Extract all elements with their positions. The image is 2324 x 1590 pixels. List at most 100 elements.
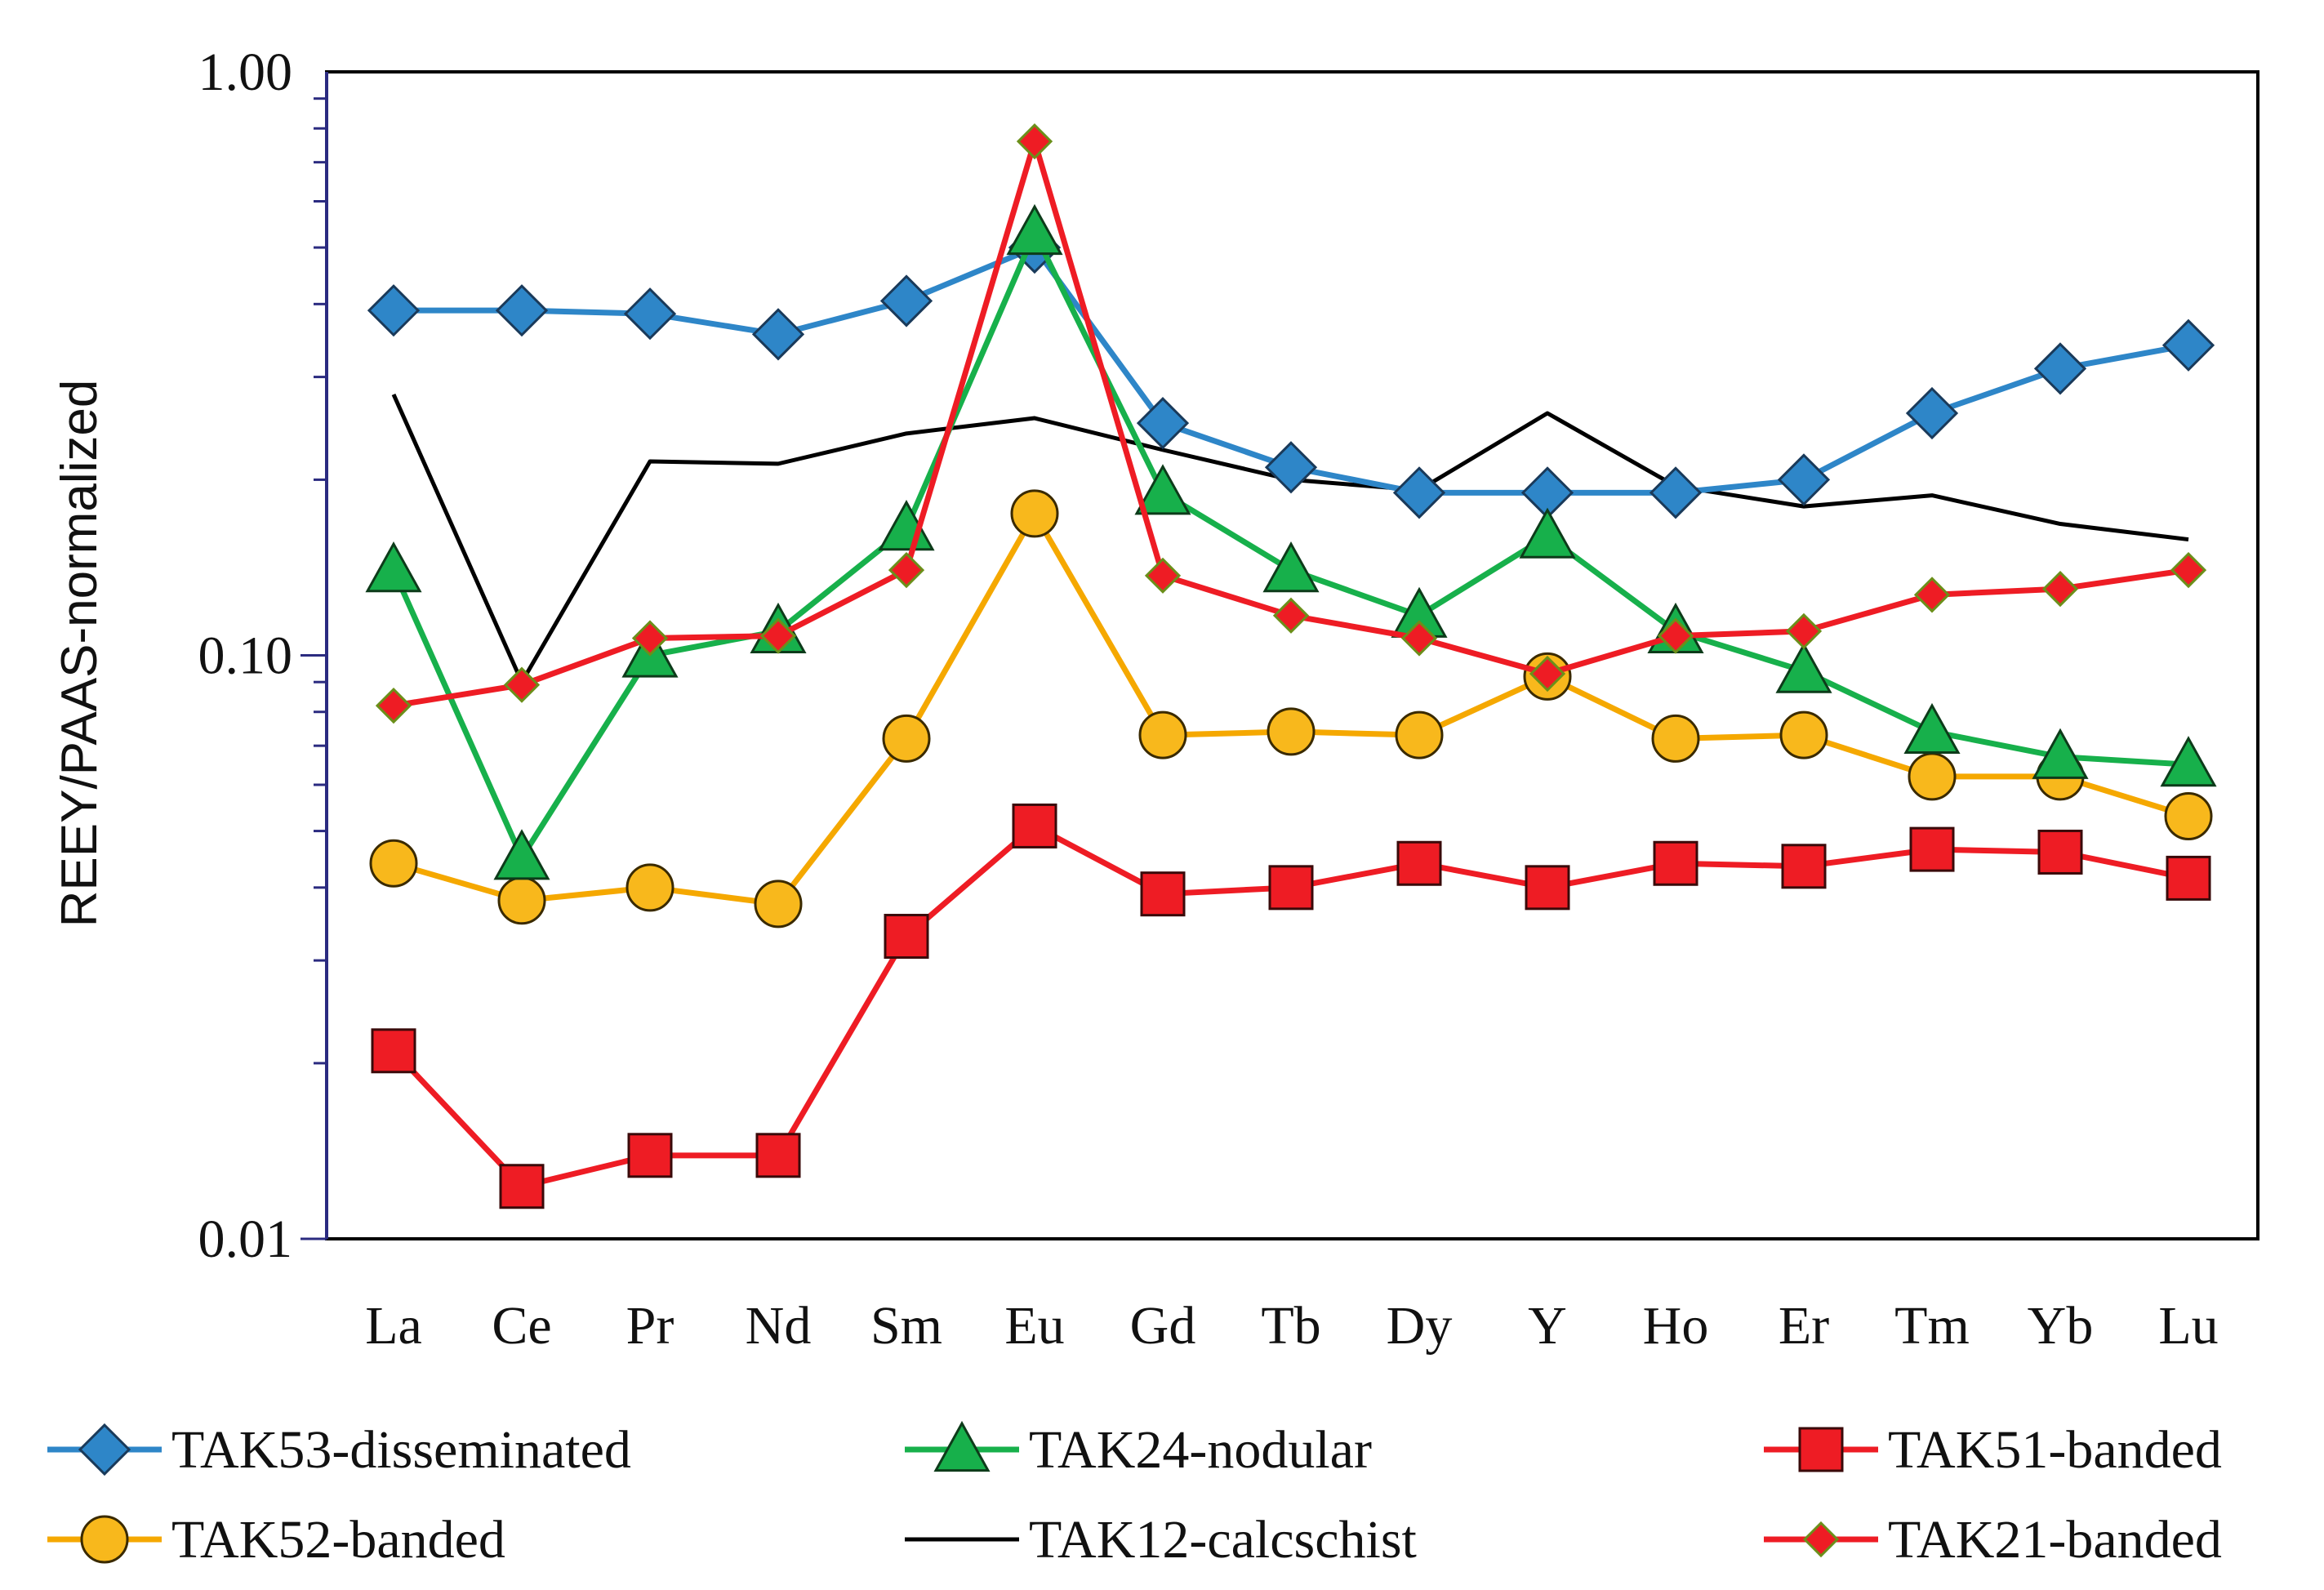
data-point	[1395, 710, 1444, 759]
data-point	[1264, 441, 1318, 494]
data-point	[371, 1028, 416, 1074]
data-point	[879, 274, 933, 327]
data-point	[1134, 464, 1191, 515]
data-point	[1267, 707, 1316, 756]
data-point	[623, 287, 677, 341]
data-point	[1010, 489, 1059, 538]
data-point	[2164, 792, 2213, 841]
x-tick-label: Eu	[1004, 1296, 1064, 1356]
data-point	[2037, 829, 2083, 875]
data-point	[754, 880, 803, 929]
data-point	[1012, 803, 1057, 848]
y-tick-label: 0.10	[198, 626, 293, 686]
data-point	[631, 620, 669, 657]
x-tick-label: Y	[1528, 1296, 1567, 1356]
data-point	[1781, 844, 1827, 889]
x-tick-label: La	[365, 1296, 422, 1356]
data-point	[1779, 710, 1828, 759]
data-point	[1903, 702, 1961, 755]
legend-swatch-marker	[1798, 1427, 1844, 1472]
data-point	[626, 863, 674, 912]
data-point	[1006, 203, 1063, 256]
data-point	[2166, 855, 2211, 901]
data-point	[375, 687, 412, 724]
x-tick-label: Dy	[1387, 1296, 1453, 1356]
data-point	[1272, 597, 1310, 634]
x-tick-label: Sm	[870, 1296, 942, 1356]
data-point	[1785, 612, 1823, 650]
data-point	[499, 1164, 545, 1209]
legend-item: TAK52-banded	[47, 1510, 505, 1570]
legend-label: TAK53-disseminated	[171, 1420, 631, 1480]
data-point	[1392, 466, 1446, 519]
data-point	[2032, 728, 2089, 779]
x-tick-label: Nd	[746, 1296, 812, 1356]
data-point	[1268, 865, 1314, 911]
data-point	[1519, 507, 1576, 559]
data-point	[2161, 318, 2215, 372]
data-point	[1016, 123, 1053, 160]
data-point	[2160, 736, 2217, 787]
data-point	[369, 839, 418, 888]
x-tick-label: Tm	[1894, 1296, 1970, 1356]
legend-item: TAK21-banded	[1764, 1510, 2222, 1570]
legend-swatch-marker	[78, 1423, 131, 1476]
legend-item: TAK12-calcschist	[905, 1510, 1417, 1570]
y-axis-title: REEY/PAAS-normalized	[51, 380, 108, 928]
x-tick-label: Lu	[2158, 1296, 2218, 1356]
plot-border	[325, 70, 2259, 1240]
x-tick-label: Gd	[1130, 1296, 1196, 1356]
legend-label: TAK52-banded	[171, 1510, 505, 1570]
series-tak53-disseminated	[367, 220, 2215, 519]
x-tick-label: Pr	[626, 1296, 674, 1356]
data-point	[882, 714, 931, 763]
x-tick-label: Yb	[2028, 1296, 2094, 1356]
data-point	[1136, 397, 1190, 450]
data-point	[1651, 714, 1700, 763]
x-tick-label: Tb	[1261, 1296, 1320, 1356]
series-tak51-banded	[371, 803, 2211, 1209]
data-point	[755, 1133, 801, 1178]
plot-frame	[325, 70, 2259, 1240]
y-tick-label: 0.01	[198, 1209, 293, 1269]
legend-label: TAK12-calcschist	[1029, 1510, 1417, 1570]
data-point	[1913, 577, 1951, 613]
data-point	[1775, 642, 1832, 693]
data-point	[1529, 655, 1566, 693]
series-layer	[365, 123, 2217, 1209]
y-tick-label: 1.00	[198, 42, 293, 102]
x-tick-label: Ho	[1643, 1296, 1709, 1356]
x-tick-label: Ce	[492, 1296, 551, 1356]
data-point	[759, 617, 797, 654]
data-point	[503, 666, 541, 703]
x-axis: La Ce Pr Nd Sm Eu Gd Tb Dy Y Ho Er Tm Yb Lu	[365, 1296, 2218, 1356]
legend-item: TAK24-nodular	[905, 1420, 1372, 1480]
data-point	[1909, 826, 1955, 872]
legend-label: TAK21-banded	[1888, 1510, 2222, 1570]
y-axis: 0.01 0.10 1.00	[198, 42, 328, 1269]
data-point	[495, 284, 549, 337]
legend-swatch-marker	[933, 1420, 991, 1472]
data-point	[1777, 453, 1831, 506]
data-point	[1144, 557, 1182, 594]
data-point	[1400, 620, 1438, 657]
data-point	[1396, 840, 1442, 886]
data-point	[2170, 551, 2207, 589]
data-point	[1653, 840, 1698, 886]
data-point	[888, 551, 925, 589]
legend-swatch-marker	[80, 1515, 129, 1564]
legend-item: TAK51-banded	[1764, 1420, 2222, 1480]
data-point	[1649, 466, 1703, 519]
data-point	[1657, 617, 1694, 654]
data-point	[1138, 710, 1187, 759]
data-point	[493, 829, 550, 880]
data-point	[1525, 865, 1570, 911]
data-point	[1262, 541, 1320, 593]
data-point	[497, 876, 546, 925]
data-point	[367, 284, 421, 337]
legend-item: TAK53-disseminated	[47, 1420, 631, 1480]
legend-label: TAK51-banded	[1888, 1420, 2222, 1480]
x-tick-label: Er	[1779, 1296, 1829, 1356]
data-point	[2041, 570, 2079, 608]
